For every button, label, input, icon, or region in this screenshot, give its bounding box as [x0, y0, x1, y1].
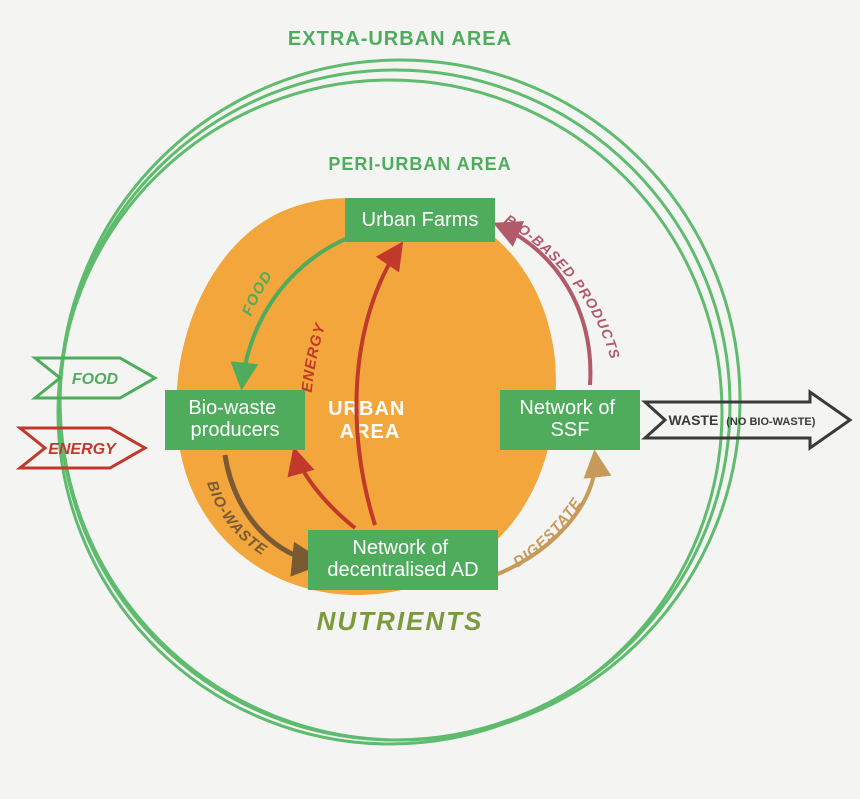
input-energy-arrow: ENERGY: [20, 428, 145, 468]
output-waste-arrow: WASTE (NO BIO-WASTE): [645, 392, 850, 448]
node-bio-waste-producers: Bio-waste producers: [165, 390, 305, 450]
node-network-ssf: Network of SSF: [500, 390, 640, 450]
peri-urban-label: PERI-URBAN AREA: [328, 154, 511, 174]
svg-text:ENERGY: ENERGY: [48, 441, 117, 458]
node-network-ad: Network of decentralised AD: [308, 530, 498, 590]
svg-text:FOOD: FOOD: [72, 371, 119, 388]
extra-urban-label: EXTRA-URBAN AREA: [288, 28, 512, 50]
svg-text:Bio-waste producers: Bio-waste producers: [188, 397, 281, 441]
input-food-arrow: FOOD: [35, 358, 155, 398]
urban-area-label: URBAN AREA: [328, 398, 412, 443]
node-urban-farms: Urban Farms: [345, 198, 495, 242]
svg-text:Urban Farms: Urban Farms: [362, 209, 479, 231]
svg-text:WASTE (NO BIO-WASTE): WASTE (NO BIO-WASTE): [669, 412, 816, 428]
nutrients-label: NUTRIENTS: [317, 606, 484, 636]
